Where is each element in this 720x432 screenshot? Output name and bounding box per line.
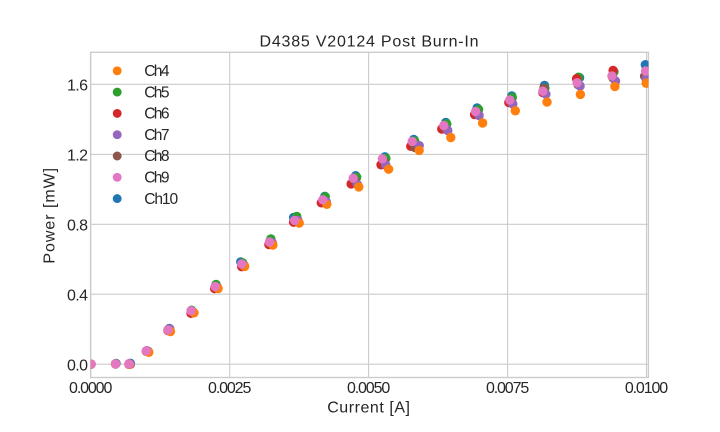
svg-text:Ch9: Ch9 [144,170,169,187]
svg-text:Ch4: Ch4 [144,63,170,80]
svg-text:Ch5: Ch5 [144,84,170,101]
svg-text:Ch7: Ch7 [144,127,169,144]
svg-text:Power [mW]: Power [mW] [41,168,58,264]
svg-text:Current [A]: Current [A] [327,399,410,416]
svg-text:D4385 V20124 Post Burn-In: D4385 V20124 Post Burn-In [260,34,479,51]
svg-text:Ch8: Ch8 [144,148,169,165]
svg-text:0.0000: 0.0000 [69,380,112,397]
svg-text:0.0025: 0.0025 [208,380,251,397]
svg-text:0.0100: 0.0100 [625,380,668,397]
svg-text:0.0075: 0.0075 [486,380,529,397]
svg-text:0.8: 0.8 [67,218,88,235]
svg-text:1.6: 1.6 [67,78,88,95]
svg-text:0.0050: 0.0050 [347,380,390,397]
svg-text:0.0: 0.0 [67,357,88,374]
svg-text:Ch10: Ch10 [144,191,178,208]
svg-text:Ch6: Ch6 [144,106,169,123]
svg-text:1.2: 1.2 [67,148,88,165]
svg-text:0.4: 0.4 [67,287,88,304]
